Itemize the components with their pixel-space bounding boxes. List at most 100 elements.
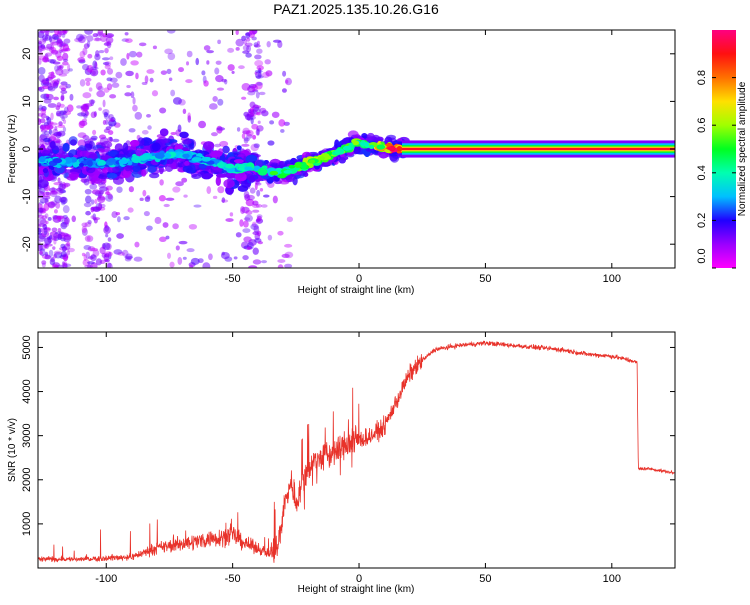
spectrogram-noise-cell [69,93,74,101]
spectrogram-noise-cell [286,216,294,223]
spectrogram-noise-cell [241,35,247,41]
spectrogram-noise-cell [130,60,139,66]
colorbar-tick-label: 0.2 [696,213,708,228]
spectrogram-noise-cell [102,242,111,251]
spectrogram-noise-cell [55,139,62,144]
spectrogram-noise-cell [96,90,106,98]
spectrogram-cloud-cell [101,141,113,149]
spectrogram-noise-cell [252,200,259,206]
spectrogram-noise-cell [86,35,94,42]
spectrogram-noise-cell [45,115,50,121]
spectrogram-noise-cell [245,32,251,39]
spectrogram-noise-cell [38,66,46,75]
spectrogram-noise-cell [106,83,113,91]
spectrogram-noise-cell [262,194,270,198]
spectrogram-cloud-cell [125,166,131,172]
spectrogram-noise-cell [53,253,58,259]
spectrogram-noise-cell [86,236,91,242]
spectrogram-noise-cell [182,256,187,260]
spectrogram-noise-cell [282,70,287,77]
spectrogram-noise-cell [105,33,115,38]
spectrogram-ridge-cell [300,161,307,170]
spectrogram-noise-cell [59,43,63,49]
spectrogram-noise-cell [170,89,176,97]
spectrogram-cloud-cell [147,165,157,173]
spectrogram-noise-cell [247,108,251,114]
spectrogram-noise-cell [235,38,244,47]
spectrogram-noise-cell [43,130,50,136]
spectrogram-cloud-cell [141,169,147,177]
spectrogram-noise-cell [252,83,258,92]
spectrogram-noise-cell [39,198,49,204]
spectrogram-ridge-cell [52,158,63,164]
spectrogram-noise-cell [74,37,83,43]
spectrogram-noise-cell [220,252,230,260]
spectrogram-noise-cell [116,186,123,193]
spectrogram-noise-cell [252,105,262,109]
spectrogram-cloud-cell [181,139,192,145]
colorbar-label: Normalized spectral amplitude [737,81,748,216]
spectrogram-noise-cell [54,195,62,204]
spectrogram-noise-cell [47,201,56,209]
spectrogram-noise-cell [175,181,184,187]
spectrogram-noise-cell [63,106,69,113]
spectrogram-noise-cell [146,114,151,118]
spectrogram-noise-cell [109,94,117,99]
spectrogram-cloud-cell [235,174,241,180]
spectrogram-noise-cell [172,186,181,193]
spectrogram-noise-cell [79,34,88,39]
spectrogram-noise-cell [62,262,68,268]
spectrogram-noise-cell [253,225,260,233]
spectrogram-cloud-cell [179,131,189,139]
spectrogram-noise-cell [285,79,289,84]
spectrogram-noise-cell [108,119,117,127]
spectrogram-cloud-cell [215,176,221,187]
spectrogram-noise-cell [107,262,113,268]
spectrogram-noise-cell [193,204,202,208]
spectrogram-noise-cell [244,193,251,202]
spectrogram-noise-cell [189,264,194,268]
spectrogram-noise-cell [58,121,63,127]
spectrogram-noise-cell [112,138,120,143]
spectrogram-ridge-cell [308,159,316,164]
y-tick-label: 2000 [21,468,33,492]
x-tick-label: -50 [225,573,241,585]
spectrogram-noise-cell [82,118,88,123]
spectrogram-noise-cell [101,57,110,61]
spectrogram-noise-cell [255,71,262,79]
spectrogram-cloud-cell [159,128,169,137]
spectrogram-noise-cell [48,187,58,192]
spectrogram-noise-cell [229,212,234,217]
spectrogram-noise-cell [251,123,259,130]
spectrogram-noise-cell [38,118,42,125]
spectrogram-noise-cell [241,133,246,139]
spectrogram-noise-cell [83,43,90,49]
spectrogram-noise-cell [284,243,293,248]
spectrogram-noise-cell [41,108,47,115]
spectrogram-noise-cell [203,45,211,51]
spectrogram-noise-cell [147,125,152,130]
spectrogram-noise-cell [62,52,69,61]
spectrogram-noise-cell [57,124,66,129]
spectrogram-noise-cell [107,193,113,200]
spectrogram-noise-cell [62,126,67,133]
spectrogram-noise-cell [126,84,131,89]
spectrogram-noise-cell [146,225,153,231]
spectrogram-noise-cell [246,133,253,139]
spectrogram-noise-cell [195,57,200,66]
spectrogram-noise-cell [94,37,100,41]
spectrogram-noise-cell [271,111,280,118]
spectrogram-noise-cell [251,221,257,228]
spectrogram-noise-cell [256,48,263,54]
spectrogram-noise-cell [48,30,55,33]
spectrogram-noise-cell [61,115,65,122]
spectrogram-cloud-cell [49,140,56,149]
spectrogram-noise-cell [254,44,261,48]
spectrogram-noise-cell [59,189,67,194]
spectrogram-noise-cell [85,81,91,87]
spectrogram-noise-cell [55,105,61,111]
spectrogram-noise-cell [121,249,129,257]
spectrogram-noise-cell [105,36,114,44]
spectrogram-noise-cell [186,61,190,66]
